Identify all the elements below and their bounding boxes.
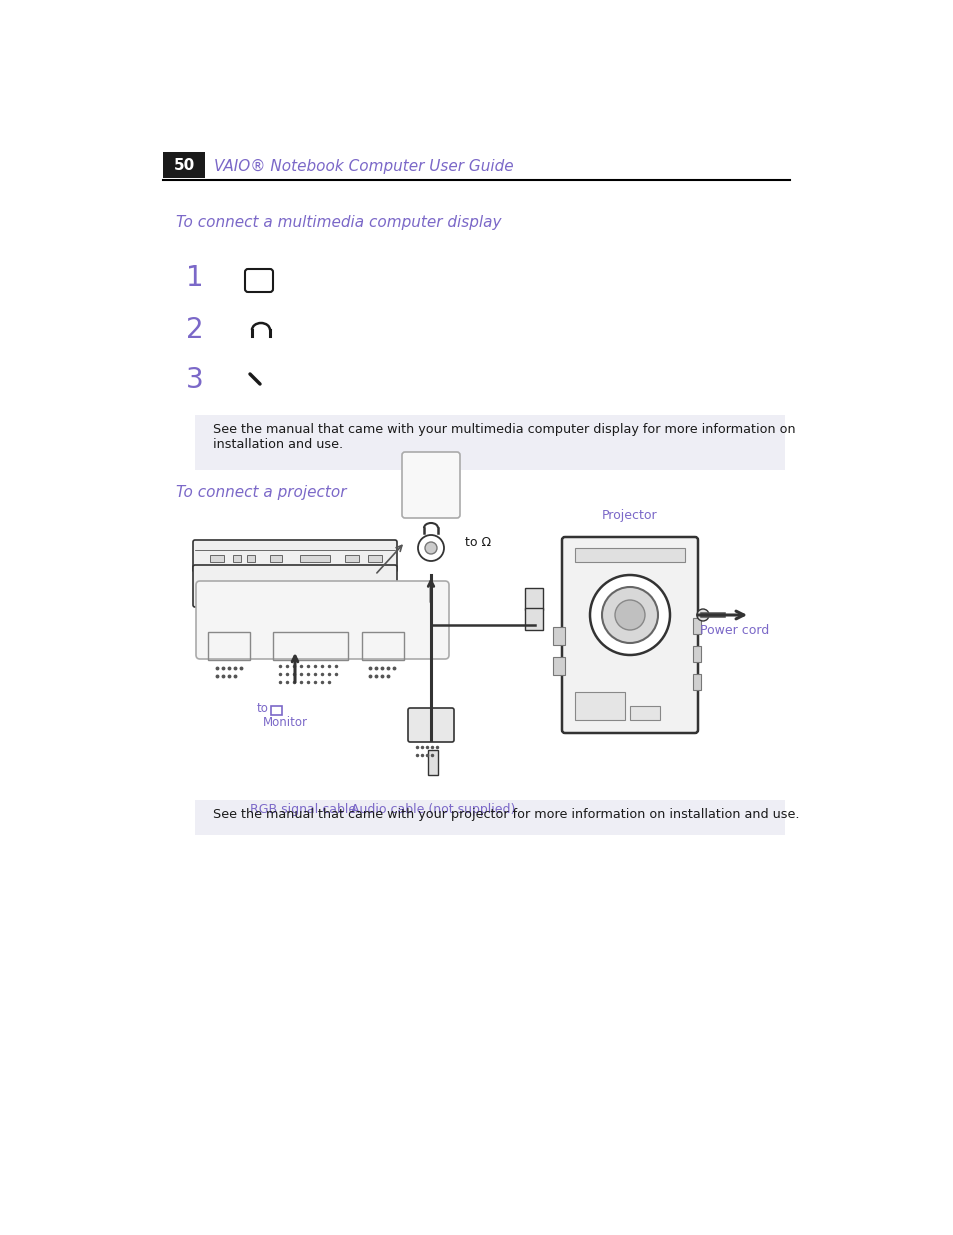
FancyBboxPatch shape xyxy=(408,708,454,742)
Circle shape xyxy=(424,542,436,555)
FancyBboxPatch shape xyxy=(210,555,224,562)
FancyBboxPatch shape xyxy=(193,564,396,606)
FancyBboxPatch shape xyxy=(325,601,338,615)
FancyBboxPatch shape xyxy=(401,452,459,517)
FancyBboxPatch shape xyxy=(524,608,542,630)
FancyBboxPatch shape xyxy=(194,415,784,471)
FancyBboxPatch shape xyxy=(245,269,273,291)
Text: RGB signal cable: RGB signal cable xyxy=(250,804,355,816)
FancyBboxPatch shape xyxy=(373,601,387,615)
FancyBboxPatch shape xyxy=(692,646,700,662)
Text: To connect a multimedia computer display: To connect a multimedia computer display xyxy=(175,215,501,230)
Text: To connect a projector: To connect a projector xyxy=(175,484,346,499)
FancyBboxPatch shape xyxy=(345,555,358,562)
Text: See the manual that came with your multimedia computer display for more informat: See the manual that came with your multi… xyxy=(213,424,795,451)
Text: Audio cable (not supplied): Audio cable (not supplied) xyxy=(351,804,515,816)
FancyBboxPatch shape xyxy=(299,555,330,562)
Text: 50: 50 xyxy=(173,158,194,173)
Circle shape xyxy=(601,587,658,643)
Text: Projector: Projector xyxy=(601,509,658,521)
Text: Power cord: Power cord xyxy=(700,624,768,636)
Text: Monitor: Monitor xyxy=(263,716,308,730)
FancyBboxPatch shape xyxy=(163,152,205,178)
FancyBboxPatch shape xyxy=(575,692,624,720)
FancyBboxPatch shape xyxy=(350,601,364,615)
FancyBboxPatch shape xyxy=(234,601,285,615)
Text: to: to xyxy=(256,701,269,715)
FancyBboxPatch shape xyxy=(629,706,659,720)
Text: See the manual that came with your projector for more information on installatio: See the manual that came with your proje… xyxy=(213,808,799,821)
FancyBboxPatch shape xyxy=(195,580,449,659)
FancyBboxPatch shape xyxy=(524,588,542,610)
Text: to Ω: to Ω xyxy=(464,536,491,548)
FancyBboxPatch shape xyxy=(553,657,564,676)
FancyBboxPatch shape xyxy=(271,706,282,715)
FancyBboxPatch shape xyxy=(294,601,314,615)
FancyBboxPatch shape xyxy=(193,540,396,572)
FancyBboxPatch shape xyxy=(692,674,700,690)
FancyBboxPatch shape xyxy=(247,555,254,562)
Text: 3: 3 xyxy=(186,366,204,394)
Circle shape xyxy=(697,609,708,621)
FancyBboxPatch shape xyxy=(368,555,381,562)
FancyBboxPatch shape xyxy=(575,548,684,562)
FancyBboxPatch shape xyxy=(553,627,564,645)
FancyBboxPatch shape xyxy=(270,555,282,562)
FancyBboxPatch shape xyxy=(561,537,698,734)
FancyBboxPatch shape xyxy=(194,800,784,835)
Circle shape xyxy=(589,576,669,655)
FancyBboxPatch shape xyxy=(205,601,225,615)
Circle shape xyxy=(615,600,644,630)
FancyBboxPatch shape xyxy=(233,555,241,562)
FancyBboxPatch shape xyxy=(692,618,700,634)
Text: 2: 2 xyxy=(186,316,203,345)
Text: VAIO® Notebook Computer User Guide: VAIO® Notebook Computer User Guide xyxy=(213,158,513,173)
FancyBboxPatch shape xyxy=(428,750,437,776)
Text: 1: 1 xyxy=(186,264,203,291)
Circle shape xyxy=(417,535,443,561)
